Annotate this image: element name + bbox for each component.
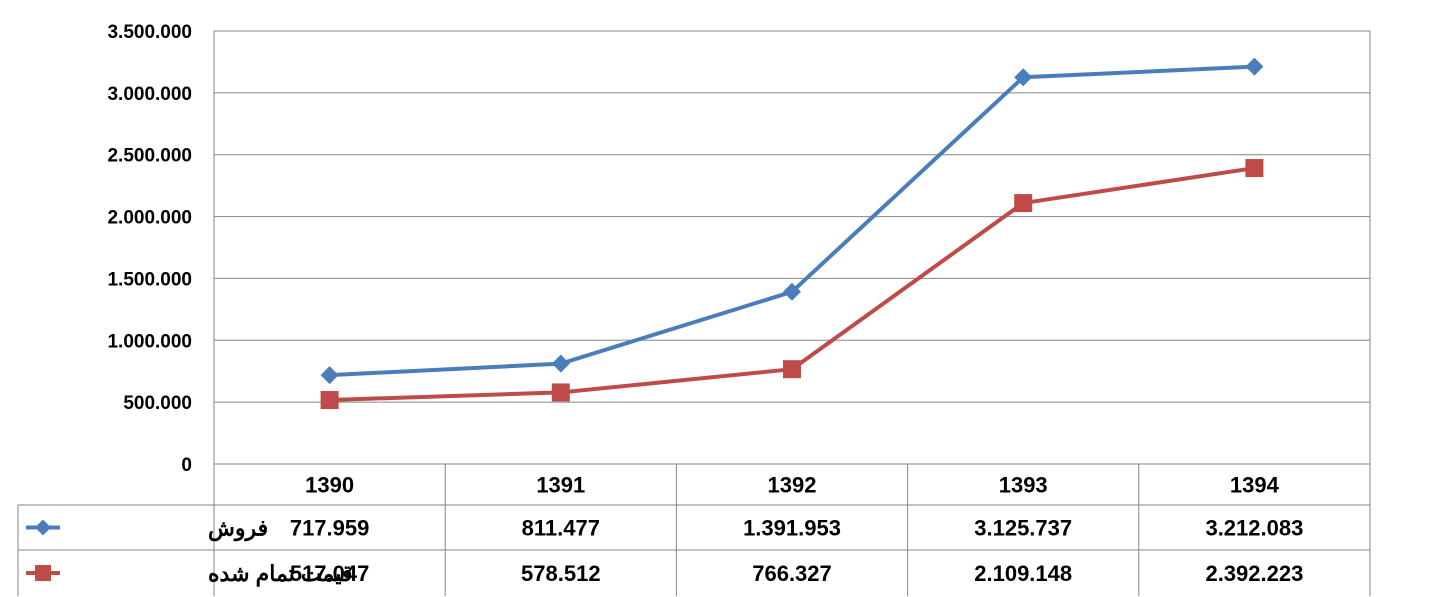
data-point-diamond (1245, 57, 1264, 76)
data-table-value: 578.512 (521, 561, 601, 586)
gridlines (213, 30, 1371, 596)
legend-diamond-marker (35, 519, 51, 536)
data-table-value: 766.327 (752, 561, 832, 586)
y-tick-label: 3.500.000 (107, 22, 192, 43)
x-category-label: 1391 (536, 473, 585, 498)
y-tick-label: 2.500.000 (107, 146, 192, 167)
data-table-value: 3.125.737 (974, 516, 1072, 541)
data-point-diamond (320, 366, 339, 385)
data-point-square (320, 391, 339, 410)
y-tick-label: 1.500.000 (107, 269, 192, 290)
data-point-square (551, 383, 570, 402)
x-category-label: 1393 (999, 473, 1048, 498)
y-tick-label: 1.000.000 (107, 331, 192, 352)
series-lines (320, 57, 1264, 410)
y-tick-label: 2.000.000 (107, 208, 192, 229)
data-table-value: 811.477 (522, 516, 600, 541)
y-tick-label: 3.000.000 (107, 84, 192, 105)
legend-square-marker (35, 565, 51, 581)
data-table-value: 2.109.148 (974, 561, 1072, 586)
x-category-label: 1390 (305, 473, 354, 498)
data-table-value: 1.391.953 (743, 516, 841, 541)
y-tick-label: 0 (181, 455, 192, 476)
series-name-label: قیمت تمام شده (208, 561, 352, 587)
data-table-value: 2.392.223 (1205, 561, 1303, 586)
data-point-diamond (551, 354, 570, 373)
data-table-value: 717.959 (290, 516, 370, 541)
y-tick-label: 500.000 (123, 393, 192, 414)
data-point-square (1245, 159, 1264, 178)
data-point-diamond (1014, 68, 1033, 87)
series-line (329, 64, 1255, 378)
series-name-label: فروش (208, 516, 268, 542)
y-axis-tick-labels: 0 500.000 1.000.000 1.500.000 2.000.000 2.500… (107, 22, 192, 476)
x-category-label: 1392 (768, 473, 817, 498)
x-category-label: 1394 (1230, 473, 1280, 498)
data-point-diamond (783, 282, 801, 301)
data-point-square (1014, 194, 1033, 213)
data-table-value: 3.212.083 (1205, 516, 1303, 541)
data-table-value: 517.047 (290, 561, 370, 586)
data-point-square (783, 360, 801, 379)
data-table: 1390 1391 1392 1393 1394 فروش 717.959 811.477 1.… (17, 463, 1370, 596)
